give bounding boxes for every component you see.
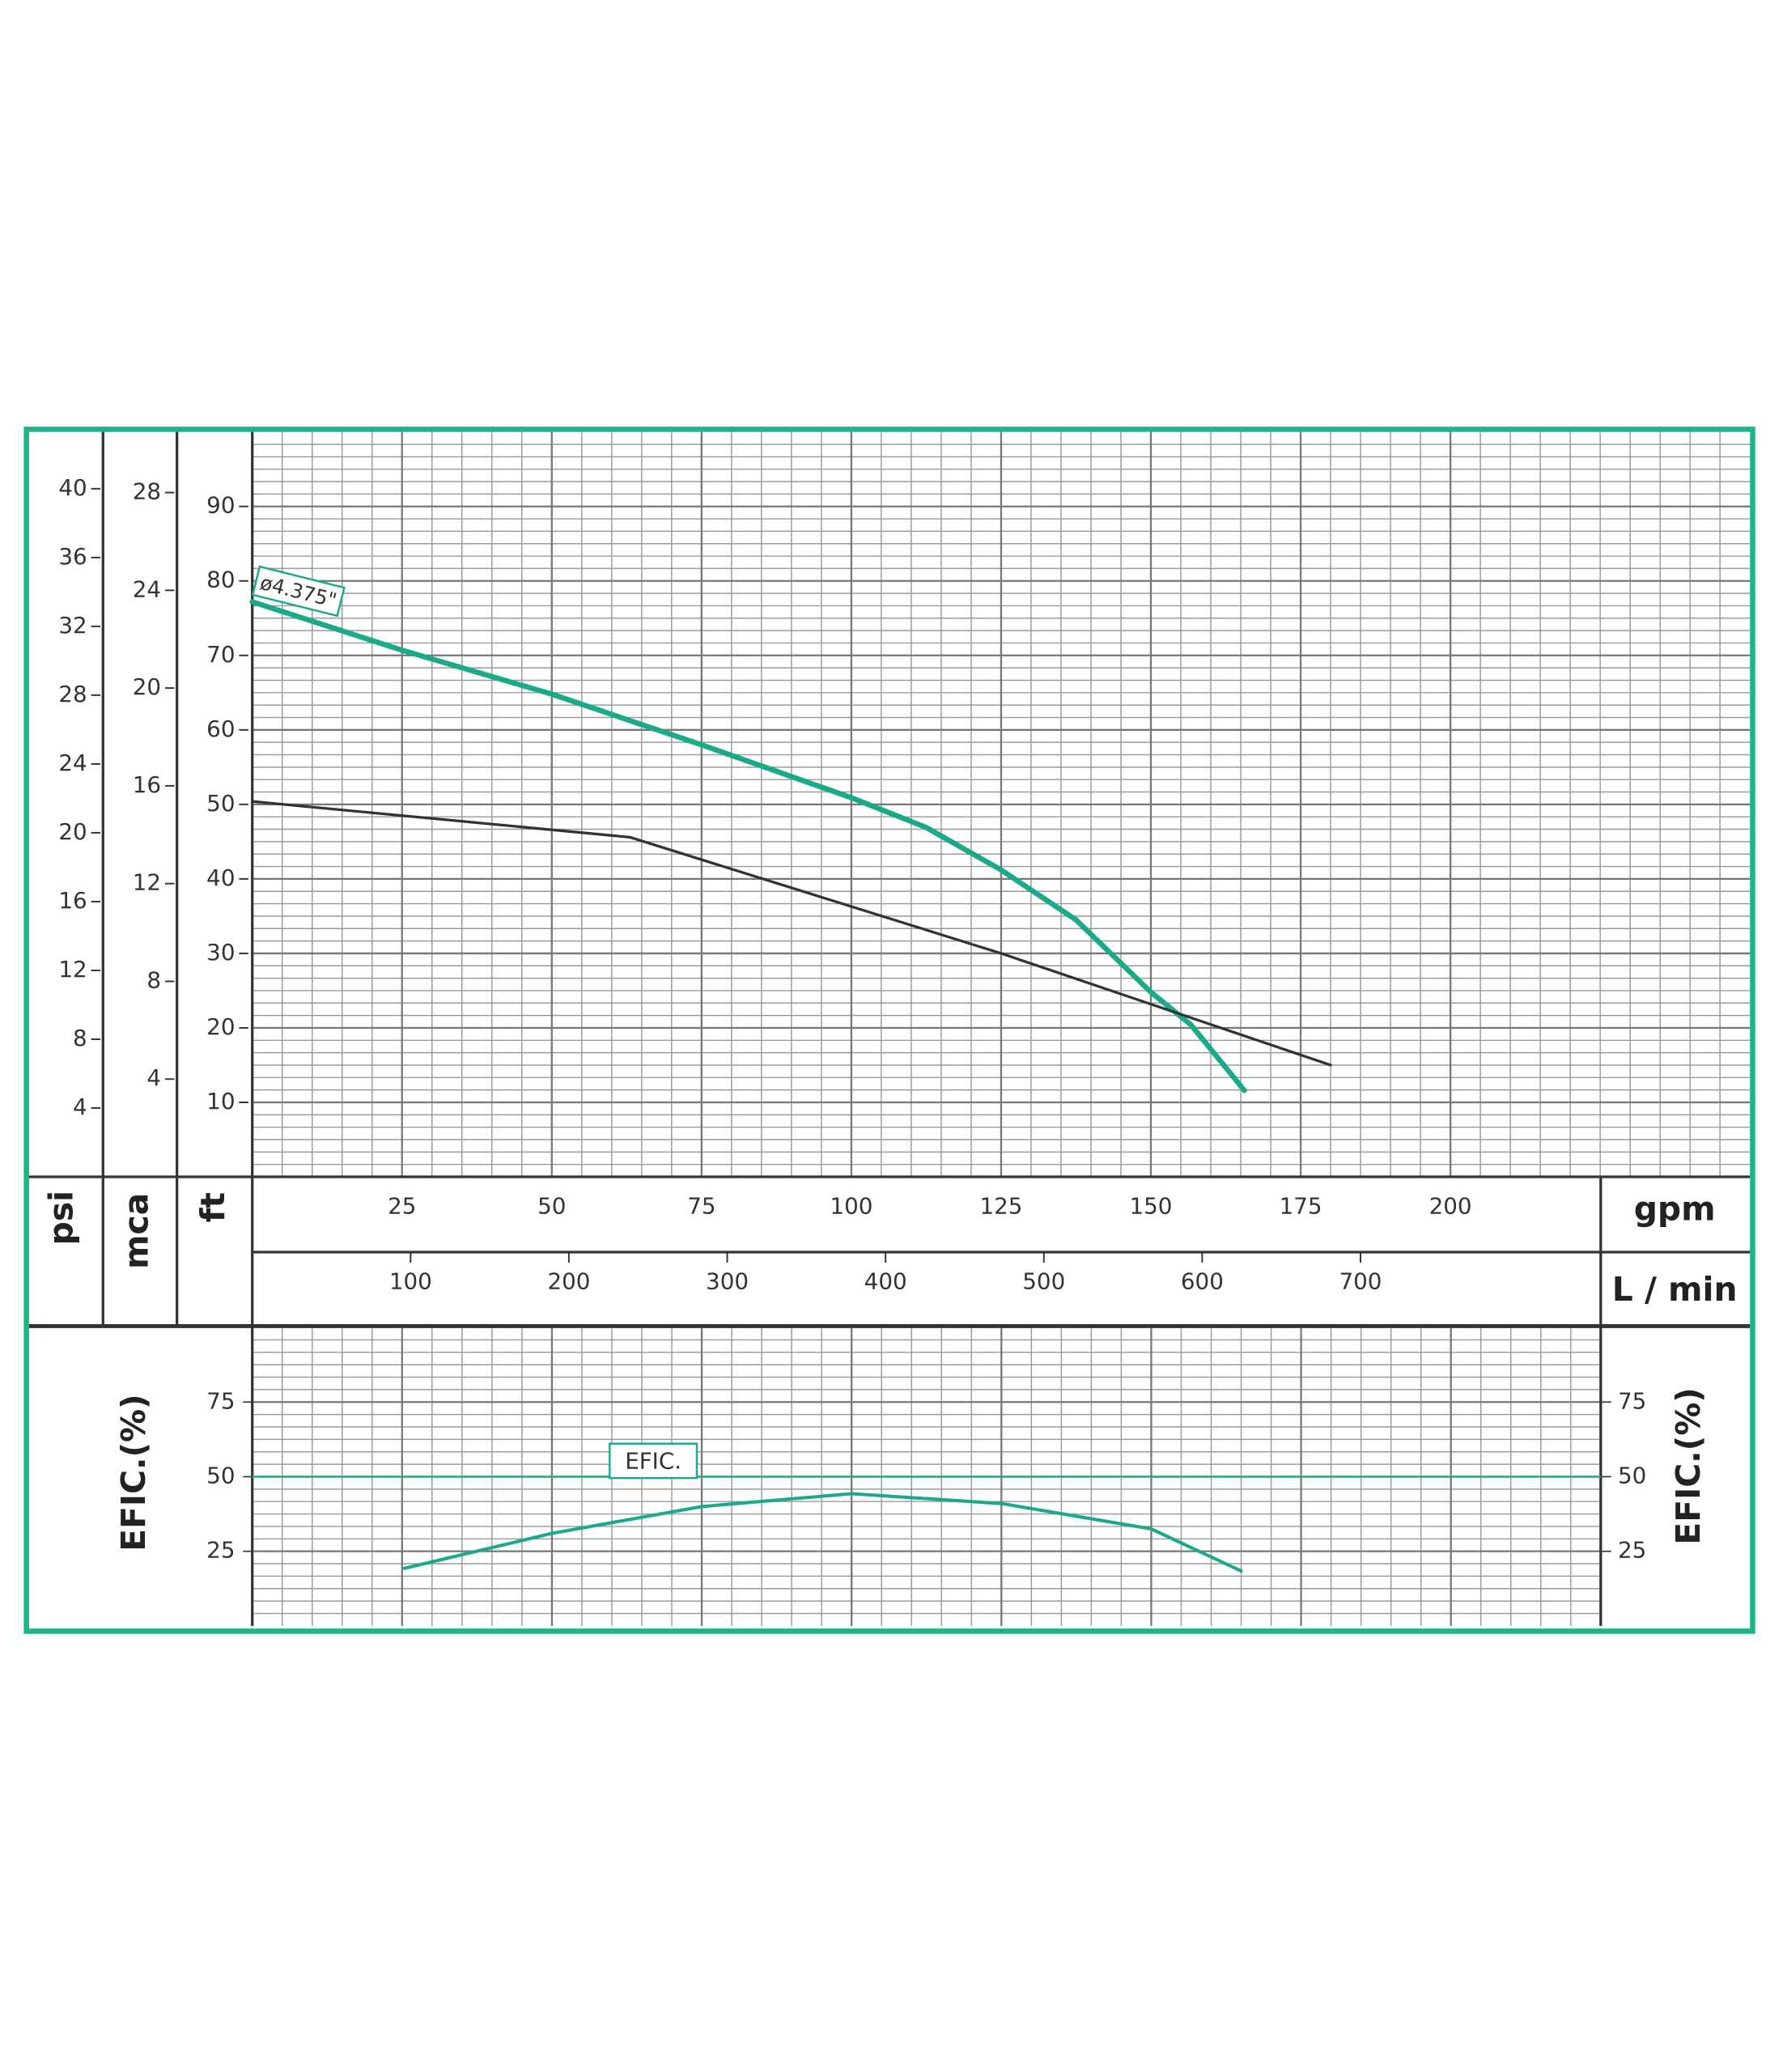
outer-frame	[23, 427, 1755, 1634]
label-box	[609, 1442, 698, 1480]
x-tick-label: 100	[830, 1193, 872, 1220]
y-tick-label: 10	[206, 1088, 235, 1115]
y-tick-label: 40	[58, 474, 87, 501]
y-tick-label: 16	[58, 887, 87, 914]
series-name: EFIC.	[625, 1448, 681, 1475]
y3-axis-label: psi	[41, 1191, 80, 1245]
y-tick-label: 4	[146, 1064, 161, 1091]
x-tick-label: 75	[687, 1193, 715, 1220]
x-tick-label: 125	[979, 1193, 1022, 1220]
y-axis-label-right: EFIC.(%)	[1669, 1387, 1708, 1544]
y-tick-label: 28	[58, 681, 87, 707]
y2-axis-label: mca	[117, 1193, 155, 1269]
y-axis-label: EFIC.(%)	[114, 1394, 153, 1551]
y-tick-label: 4	[73, 1093, 87, 1120]
series-line	[251, 800, 1332, 1067]
y-tick-label: 8	[73, 1025, 87, 1051]
y-tick-label: 20	[133, 673, 161, 700]
y-tick-label: 80	[206, 567, 235, 593]
series-line	[402, 1492, 1243, 1573]
grid	[252, 431, 1751, 1626]
x-axis-label: gpm	[1634, 1189, 1716, 1228]
y-axis-label: ft	[193, 1192, 232, 1222]
y-tick-label: 28	[133, 478, 161, 505]
y-tick-label: 20	[58, 818, 87, 845]
y-tick-label-right: 75	[1618, 1387, 1646, 1414]
marks: 4 8 12 16 20 24 28 32 36 40 4 8 12 16 20 24 28 10 20 30 40 50…	[58, 474, 1646, 1573]
x2-tick-label: 100	[389, 1268, 432, 1295]
y-tick-label: 90	[206, 492, 235, 519]
x-tick-label: 175	[1280, 1193, 1322, 1220]
series-label: ø4.375"	[251, 565, 346, 618]
y-tick-label-right: 25	[1618, 1537, 1646, 1564]
x2-axis-label: L / min	[1612, 1270, 1738, 1309]
y-tick-label: 25	[206, 1537, 235, 1564]
y-tick-label: 50	[206, 1462, 235, 1488]
x-tick-label: 25	[388, 1193, 416, 1220]
y-tick-label: 20	[206, 1013, 235, 1040]
x2-tick-label: 500	[1022, 1268, 1065, 1295]
y-tick-label: 70	[206, 641, 235, 668]
y-tick-label: 75	[206, 1387, 235, 1414]
y-tick-label: 24	[133, 575, 161, 602]
x-tick-label: 150	[1130, 1193, 1173, 1220]
x2-tick-label: 300	[706, 1268, 749, 1295]
x2-tick-label: 600	[1181, 1268, 1224, 1295]
y-tick-label: 32	[58, 612, 87, 639]
series-line	[249, 599, 1247, 1093]
y-tick-label: 16	[133, 771, 161, 798]
y-tick-label: 12	[58, 956, 87, 983]
label-box	[251, 565, 346, 618]
y-tick-label: 50	[206, 790, 235, 817]
y-tick-label: 24	[58, 749, 87, 776]
y-tick-label: 36	[58, 543, 87, 570]
y-tick-label-right: 50	[1618, 1462, 1646, 1488]
y-tick-label: 12	[133, 869, 161, 896]
x-tick-label: 50	[537, 1193, 566, 1220]
y-tick-label: 60	[206, 715, 235, 742]
y-tick-label: 30	[206, 939, 235, 966]
y-tick-label: 8	[146, 966, 161, 993]
x2-tick-label: 400	[864, 1268, 907, 1295]
x2-tick-label: 700	[1339, 1268, 1382, 1295]
y-tick-label: 40	[206, 864, 235, 891]
x-tick-label: 200	[1429, 1193, 1472, 1220]
x2-tick-label: 200	[547, 1268, 590, 1295]
